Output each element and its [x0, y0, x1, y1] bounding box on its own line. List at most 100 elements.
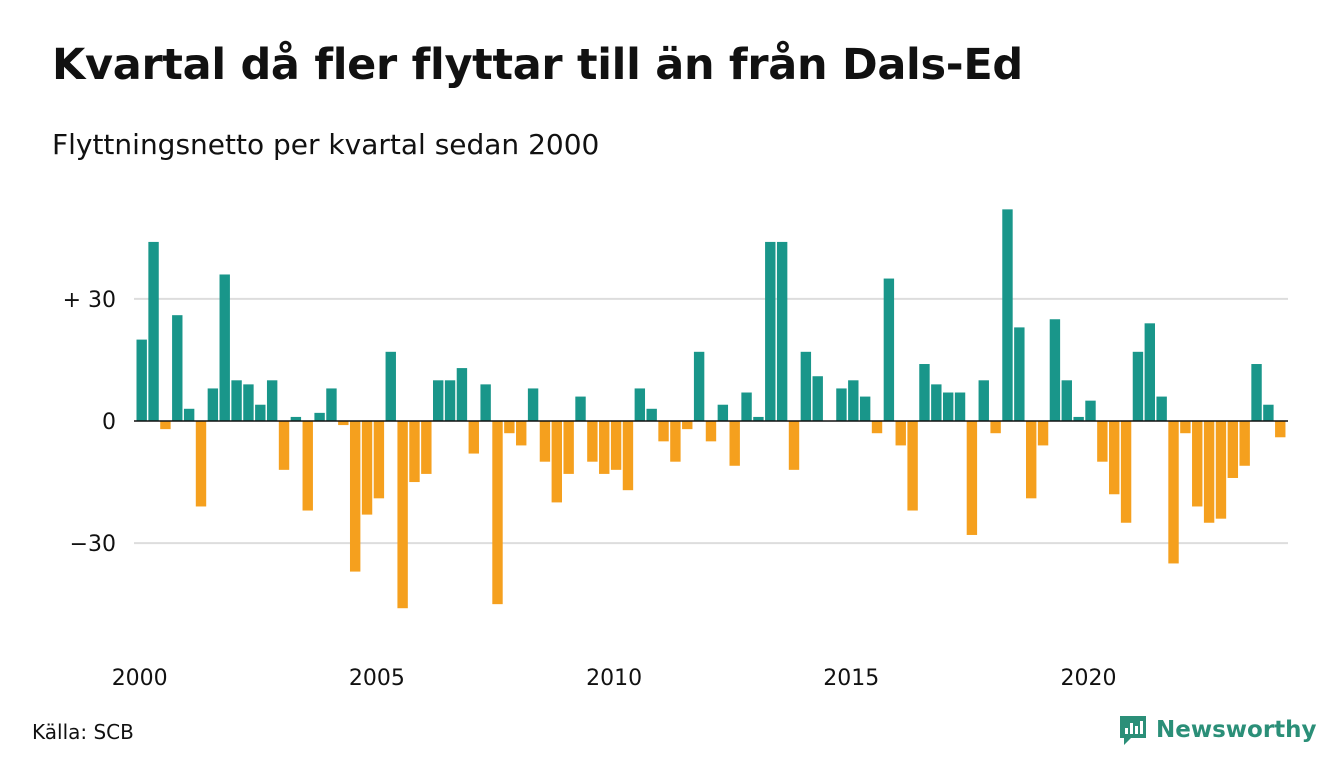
bar	[1097, 421, 1108, 462]
bar	[1251, 364, 1262, 421]
bar	[326, 388, 337, 421]
bar	[587, 421, 598, 462]
chart-title: Kvartal då fler flyttar till än från Dal…	[52, 40, 1023, 90]
bar	[468, 421, 479, 454]
bars	[136, 209, 1286, 609]
bar	[302, 421, 313, 511]
bar	[693, 351, 705, 421]
brand-name: Newsworthy	[1156, 717, 1317, 743]
bar	[1085, 400, 1096, 421]
bar	[195, 421, 207, 507]
bar	[942, 392, 954, 421]
bar	[421, 421, 432, 474]
bar	[1180, 421, 1191, 434]
bar	[1192, 421, 1203, 507]
bar	[1109, 421, 1120, 495]
bar	[765, 241, 776, 421]
bar	[255, 404, 266, 421]
bar	[278, 421, 290, 470]
bar	[1168, 421, 1179, 564]
bar	[338, 421, 349, 426]
chart-subtitle: Flyttningsnetto per kvartal sedan 2000	[52, 128, 600, 161]
bar	[504, 421, 515, 434]
bar	[1263, 404, 1274, 421]
bar	[172, 315, 183, 421]
y-tick-label: −30	[70, 532, 116, 557]
bar	[907, 421, 918, 511]
bar	[670, 421, 681, 462]
bar	[1275, 421, 1286, 438]
bar	[800, 351, 812, 421]
bar	[1002, 209, 1013, 421]
bar	[741, 392, 752, 421]
bar	[788, 421, 800, 470]
y-tick-label: 0	[102, 410, 116, 435]
x-tick-label: 2020	[1061, 666, 1117, 691]
bar	[575, 396, 586, 421]
bar	[231, 380, 242, 421]
bar	[539, 421, 551, 462]
bar	[160, 421, 171, 430]
bar	[954, 392, 966, 421]
y-tick-label: + 30	[63, 288, 116, 313]
newsworthy-logo-icon	[1120, 716, 1146, 745]
bar	[409, 421, 420, 483]
bar	[397, 421, 408, 609]
bar	[966, 421, 978, 535]
bar	[990, 421, 1001, 434]
bar	[895, 421, 906, 446]
bar	[207, 388, 219, 421]
x-tick-labels: 2000 2005 2010 2015 2020	[112, 666, 1117, 691]
bar	[527, 388, 539, 421]
bar	[812, 376, 823, 421]
bar	[883, 278, 895, 421]
bar	[361, 421, 373, 515]
bar	[290, 416, 302, 421]
y-tick-labels: + 30 0 −30	[63, 288, 116, 557]
bar	[373, 421, 385, 499]
bar	[1073, 416, 1084, 421]
bar	[682, 421, 693, 430]
bar	[219, 274, 230, 421]
bar	[931, 384, 942, 421]
bar	[1014, 327, 1025, 421]
bar	[563, 421, 574, 474]
bar	[1227, 421, 1239, 478]
bar	[622, 421, 634, 491]
bar	[456, 368, 468, 421]
bar	[148, 241, 159, 421]
bar	[433, 380, 444, 421]
bar	[634, 388, 646, 421]
bar	[444, 380, 456, 421]
bar	[646, 408, 657, 421]
bar	[385, 351, 396, 421]
bar	[1156, 396, 1167, 421]
bar	[1203, 421, 1215, 523]
bar	[492, 421, 503, 605]
bar	[776, 241, 788, 421]
bar	[978, 380, 989, 421]
bar	[314, 412, 325, 421]
bar	[599, 421, 610, 474]
bar	[610, 421, 622, 470]
bar	[836, 388, 847, 421]
newsworthy-logo[interactable]: Newsworthy	[1118, 714, 1317, 746]
bar	[183, 408, 195, 421]
bar	[266, 380, 278, 421]
bar	[658, 421, 669, 442]
bar	[871, 421, 883, 434]
grid-lines	[134, 297, 1288, 545]
bar	[848, 380, 859, 421]
x-tick-label: 2015	[823, 666, 879, 691]
bar	[919, 364, 930, 421]
bar	[1037, 421, 1049, 446]
bar	[136, 339, 147, 421]
x-tick-label: 2000	[112, 666, 168, 691]
bar	[729, 421, 740, 466]
bar-chart: + 30 0 −30 2000 2005 2010 2015 2020	[63, 209, 1288, 691]
x-tick-label: 2005	[349, 666, 405, 691]
bar	[551, 421, 562, 503]
bar	[1144, 323, 1155, 421]
bar	[717, 404, 729, 421]
bar	[1239, 421, 1250, 466]
